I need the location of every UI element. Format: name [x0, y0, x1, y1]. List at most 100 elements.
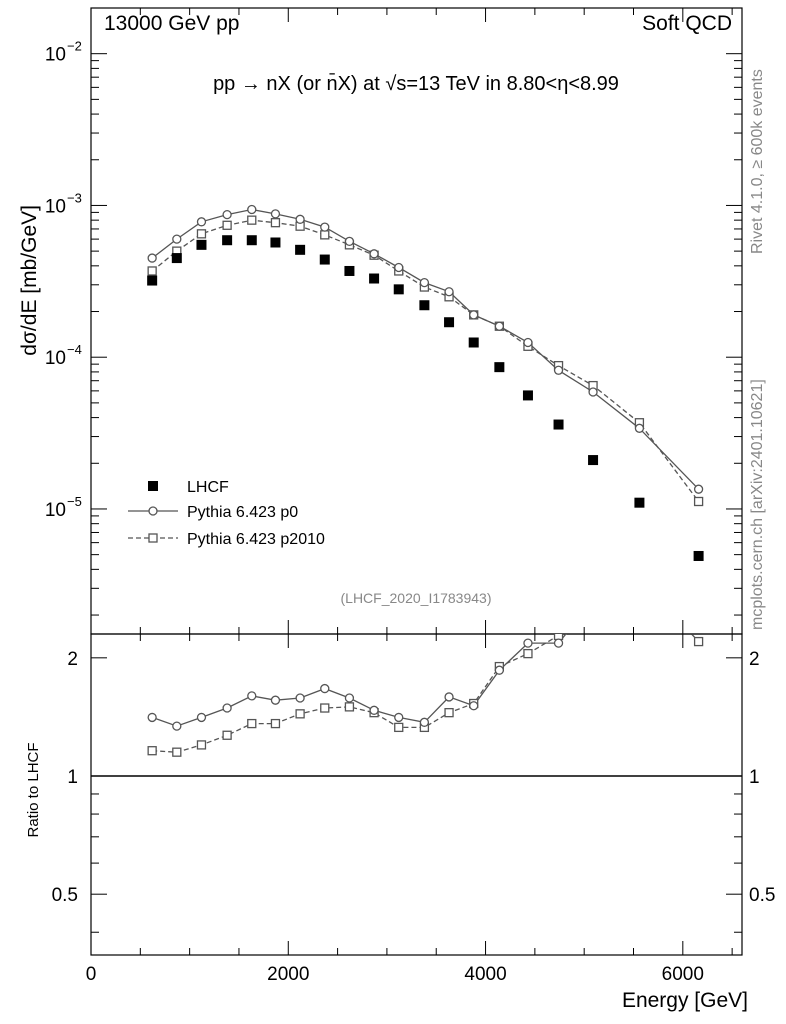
series-p0-point [344, 236, 355, 246]
series-p0-point [394, 262, 404, 273]
ratio-p2010-point [635, 574, 643, 582]
y-tick-exponent: −2 [67, 39, 82, 54]
series-lhcf-point [693, 550, 704, 561]
series-lhcf-point [319, 254, 330, 265]
series-p2010-point [147, 266, 157, 276]
series-lhcf-point [295, 244, 306, 255]
series-lhcf-point [222, 235, 233, 246]
series-lhcf-point [419, 300, 430, 311]
series-p0-point [588, 387, 598, 397]
ratio-p0-point [469, 701, 479, 711]
series-lhcf-point [494, 362, 505, 373]
analysis-watermark: (LHCF_2020_I1783943) [341, 590, 492, 606]
series-p2010-point [222, 220, 232, 230]
y-tick-label: 10 [45, 348, 66, 369]
ratio-plot: 0 2000 4000 6000 0.5 0.5 1 1 2 2 [52, 574, 775, 985]
chart-title: pp → nX (or n̄X) at √s=13 TeV in 8.80<η<… [213, 72, 619, 95]
series-lhcf-point [634, 497, 645, 508]
ratio-p2010-point [172, 747, 182, 757]
ratio-p0-point [222, 703, 232, 713]
series-lhcf-point [468, 337, 479, 348]
header-right: Soft QCD [642, 12, 732, 35]
series-p0-point [553, 365, 564, 375]
ratio-p2010-point [222, 730, 232, 740]
series-p0-point [634, 423, 645, 433]
ratio-p0-point [344, 693, 355, 703]
ratio-p0-point [635, 579, 643, 587]
y-tick-label: 10 [45, 45, 66, 66]
series-lhcf-point [522, 390, 533, 401]
series-p0-point [494, 321, 505, 331]
side-label-bottom: mcplots.cern.ch [arXiv:2401.10621] [749, 379, 766, 630]
x-tick-label: 0 [86, 964, 97, 985]
series-p0-point [196, 217, 207, 227]
side-label-top: Rivet 4.1.0, ≥ 600k events [749, 69, 766, 254]
legend-entry-p2010: Pythia 6.423 p2010 [128, 531, 325, 548]
ratio-p0-point [523, 638, 533, 648]
series-p0-point [469, 310, 479, 320]
y-tick-exponent: −5 [67, 494, 82, 509]
series-lhcf-point [147, 275, 158, 286]
main-plot: 10−510−410−310−2 [45, 7, 743, 635]
series-p0-point [295, 214, 305, 224]
y-axis-label: dσ/dE [mb/GeV] [18, 205, 41, 356]
y-tick-label: 10 [45, 196, 66, 217]
x-tick-label: 2000 [267, 964, 309, 985]
series-lhcf-point [270, 237, 281, 248]
ratio-y-axis-label: Ratio to LHCF [25, 742, 42, 837]
ratio-p2010-point [196, 740, 207, 750]
legend-label-lhcf: LHCF [187, 479, 229, 496]
ratio-p2010-point [553, 634, 564, 641]
ratio-p2010-point [295, 709, 305, 719]
series-lhcf-point [369, 273, 380, 284]
ratio-p0-point [553, 638, 564, 648]
series-lhcf-point [171, 253, 182, 264]
series-p2010-point [693, 496, 704, 507]
series-lhcf-point [588, 455, 599, 466]
ratio-tick-label-right: 1 [749, 767, 760, 788]
ratio-tick-label: 0.5 [52, 885, 78, 906]
ratio-tick-label-right: 2 [749, 649, 760, 670]
ratio-p0-point [247, 691, 257, 701]
ratio-p2010-point [344, 702, 355, 712]
ratio-p2010-point [147, 746, 157, 756]
ratio-p0-point [196, 712, 207, 723]
ratio-tick-label: 2 [67, 649, 78, 670]
series-p2010-point [196, 229, 207, 239]
series-p0-point [523, 337, 533, 348]
ratio-p2010-point [589, 590, 597, 598]
series-p0-point [419, 277, 430, 288]
series-lhcf-point [196, 239, 207, 250]
ratio-p0-point [172, 721, 182, 731]
ratio-p0-point [394, 712, 404, 723]
series-lhcf-point [344, 265, 355, 276]
y-tick-exponent: −4 [67, 342, 82, 357]
ratio-p2010-point [320, 703, 330, 713]
legend: LHCF Pythia 6.423 p0 Pythia 6.423 p2010 [128, 479, 325, 548]
x-tick-label: 4000 [464, 964, 506, 985]
legend-label-p2010: Pythia 6.423 p2010 [187, 531, 325, 548]
ratio-p2010-point [394, 722, 404, 733]
ratio-tick-label-right: 0.5 [749, 885, 775, 906]
series-p0-point [369, 249, 379, 259]
series-p0-point [172, 234, 182, 244]
legend-label-p0: Pythia 6.423 p0 [187, 504, 298, 521]
series-p2010-point [247, 215, 257, 225]
ratio-p0-point [270, 695, 281, 705]
series-p2010-line [151, 219, 700, 502]
ratio-plot-frame [90, 633, 743, 956]
ratio-p2010-point [444, 708, 454, 718]
y-tick-exponent: −3 [67, 190, 82, 205]
ratio-p0-point [695, 600, 703, 608]
legend-marker-p2010 [148, 533, 158, 543]
x-tick-label: 6000 [662, 964, 704, 985]
ratio-tick-label: 1 [67, 767, 78, 788]
series-p0-point [693, 484, 704, 494]
x-axis-label: Energy [GeV] [622, 989, 748, 1012]
ratio-p2010-point [270, 718, 281, 729]
series-p0-point [320, 222, 330, 232]
series-lhcf-point [444, 317, 455, 328]
series-lhcf-point [246, 235, 257, 246]
ratio-p0-point [320, 683, 330, 694]
